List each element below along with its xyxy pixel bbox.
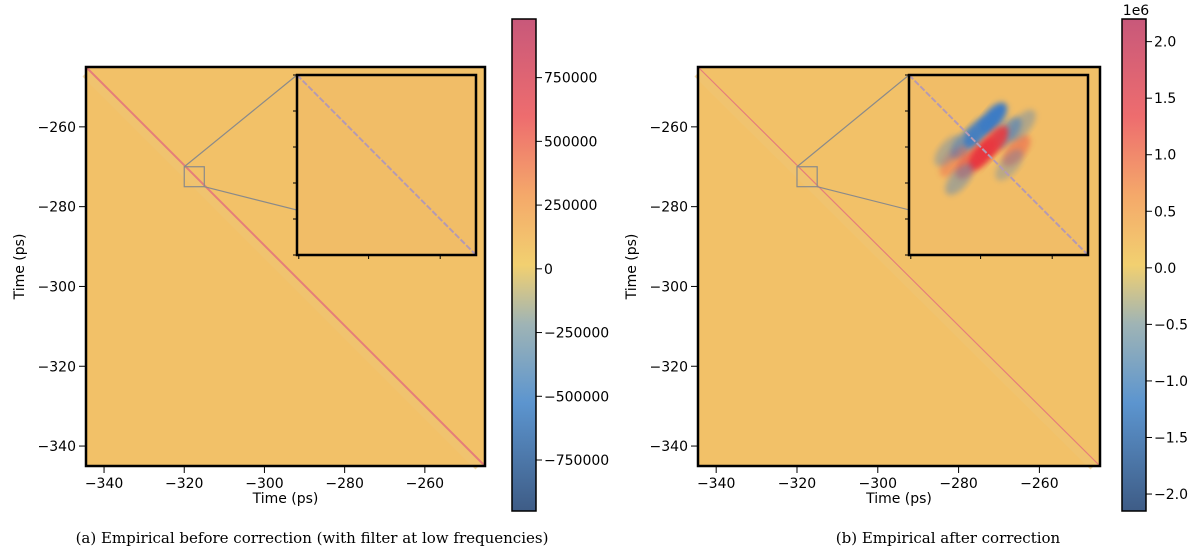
colorbar-tick-label: 250000: [544, 198, 597, 214]
diagonal-line: [697, 66, 1101, 467]
axes-frame: [696, 65, 1102, 468]
diagonal-band: [82, 69, 483, 470]
zoom-region-box: [796, 166, 818, 188]
colorbar-tick-label: −250000: [544, 326, 609, 342]
x-axis-label: Time (ps): [865, 491, 932, 507]
panel-b: −340 −320 −300 −280 −260 −260 −280 −300 −320 −340…: [624, 3, 1188, 547]
colorbar-tick-label: −1.0: [1154, 374, 1188, 390]
colorbar-tick-label: −750000: [544, 453, 609, 469]
zoom-connector-line: [796, 74, 910, 168]
inset-plot: [909, 75, 1088, 255]
y-tick-label: −320: [650, 359, 688, 375]
colorbar-tick-label: 0: [544, 262, 553, 278]
y-tick-label: −260: [650, 120, 688, 136]
colorbar-tick-label: 1.5: [1154, 91, 1176, 107]
inset-lobe-red: [980, 125, 1009, 158]
y-tick-label: −340: [38, 439, 76, 455]
figure-caption: (b) Empirical after correction: [836, 529, 1061, 547]
x-tick-label: −320: [778, 476, 816, 492]
x-tick-label: −260: [406, 476, 444, 492]
colorbar-tick-label: −500000: [544, 389, 609, 405]
colorbar: [1121, 18, 1147, 512]
x-tick-label: −320: [165, 476, 203, 492]
colorbar-multiplier: 1e6: [1123, 3, 1150, 19]
inset-lobe-red: [939, 145, 968, 178]
colorbar: [511, 18, 537, 512]
colorbar-tick-label: −2.0: [1154, 487, 1188, 503]
y-tick-label: −260: [38, 120, 76, 136]
axes-frame: [84, 65, 487, 468]
inset-diagonal-line: [909, 75, 1088, 255]
zoom-region-box: [183, 166, 205, 188]
figure-caption: (a) Empirical before correction (with fi…: [76, 529, 549, 547]
colorbar-tick-label: 0.0: [1154, 261, 1176, 277]
inset-frame: [907, 73, 1090, 257]
y-tick-label: −280: [38, 200, 76, 216]
colorbar-tick-label: 2.0: [1154, 35, 1176, 51]
y-axis-label: Time (ps): [12, 234, 28, 301]
inset-plot: [297, 75, 476, 255]
zoom-connector-line: [183, 74, 298, 168]
colorbar-tick-label: −0.5: [1154, 317, 1188, 333]
inset-lobe-blue: [995, 149, 1024, 181]
x-tick-label: −280: [325, 476, 363, 492]
panel-a: −340 −320 −300 −280 −260 −260 −280 −300 −320 −340…: [12, 18, 609, 547]
colorbar-tick-label: 0.5: [1154, 204, 1176, 220]
colorbar-tick-label: 1.0: [1154, 148, 1176, 164]
x-tick-label: −340: [85, 476, 123, 492]
y-tick-label: −300: [38, 279, 76, 295]
y-axis-label: Time (ps): [624, 234, 640, 301]
y-tick-label: −340: [650, 439, 688, 455]
y-tick-label: −320: [38, 359, 76, 375]
inset-lobe-blue: [1007, 109, 1036, 142]
x-tick-label: −300: [859, 476, 897, 492]
inset-lobe-blue: [945, 163, 974, 196]
x-tick-label: −260: [1020, 476, 1058, 492]
x-tick-label: −300: [245, 476, 283, 492]
inset-lobe-blue: [934, 134, 963, 167]
x-tick-label: −340: [697, 476, 735, 492]
x-axis-label: Time (ps): [252, 491, 319, 507]
colorbar-tick-label: −1.5: [1154, 430, 1188, 446]
x-tick-label: −280: [939, 476, 977, 492]
diagonal-band: [694, 69, 1098, 470]
colorbar-tick-label: 750000: [544, 71, 597, 87]
y-tick-label: −300: [650, 279, 688, 295]
inset-shading: [297, 75, 476, 255]
inset-frame: [295, 73, 478, 257]
y-tick-label: −280: [650, 200, 688, 216]
inset-diagonal-line: [297, 75, 476, 255]
diagonal-line: [85, 66, 486, 467]
colorbar-tick-label: 500000: [544, 134, 597, 150]
